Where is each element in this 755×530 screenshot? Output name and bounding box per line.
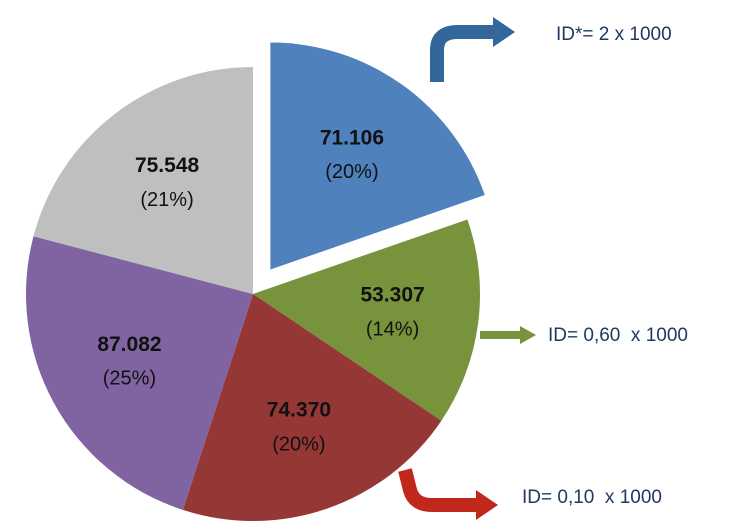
arrow — [398, 468, 478, 512]
share-label: (20%) — [272, 433, 325, 455]
value-label: 75.548 — [135, 154, 200, 177]
share-label: (21%) — [140, 189, 193, 211]
arrows — [398, 17, 536, 520]
arrow — [430, 25, 495, 82]
annotation: ID*= 2 x 1000 — [556, 24, 672, 45]
value-label: 53.307 — [360, 284, 424, 307]
arrow-head — [520, 326, 536, 344]
share-label: (20%) — [325, 161, 378, 183]
pie-slice — [253, 219, 480, 421]
share-label: (14%) — [366, 318, 419, 340]
pie-slice — [182, 294, 442, 521]
share-label: (25%) — [103, 368, 156, 390]
pie-slice — [33, 67, 253, 294]
pie-slice — [270, 42, 485, 270]
arrow-head — [493, 17, 515, 47]
pie-slice — [26, 236, 254, 510]
value-label: 87.082 — [97, 333, 161, 356]
annotation: ID= 0,10 x 1000 — [522, 487, 662, 508]
value-label: 74.370 — [267, 399, 331, 422]
arrow-head — [476, 490, 498, 520]
pie — [26, 42, 485, 521]
annotation: ID= 0,60 x 1000 — [548, 325, 688, 346]
value-label: 71.106 — [320, 126, 384, 149]
